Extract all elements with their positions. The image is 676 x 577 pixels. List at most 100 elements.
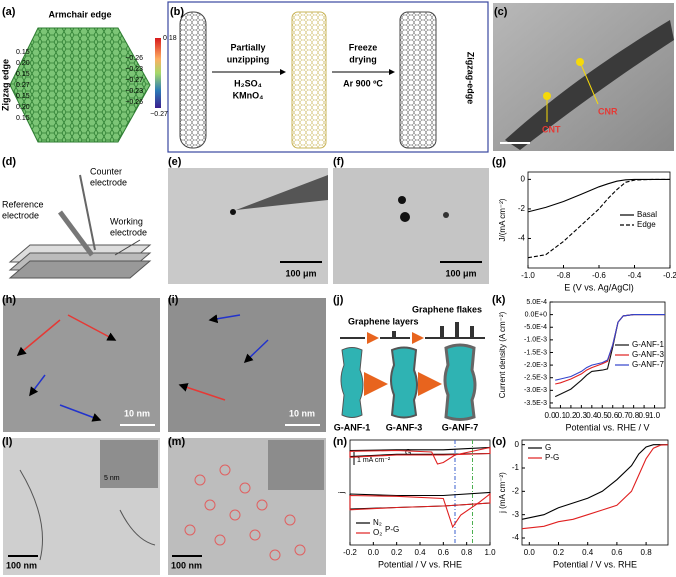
scale-label: 5 nm xyxy=(104,475,120,482)
scale-label: 100 nm xyxy=(6,560,37,570)
scale-label: 10 nm xyxy=(124,408,150,418)
schematic-label: Graphene flakes xyxy=(412,304,482,314)
edge-value: −0.26 xyxy=(125,99,143,106)
chart-annotation: P-G xyxy=(385,525,399,534)
x-tick-label: 1.0 xyxy=(484,548,496,557)
probe xyxy=(236,175,328,210)
arrow xyxy=(243,339,269,364)
legend-label: Basal xyxy=(637,210,657,219)
panel-frame xyxy=(167,1,489,153)
panel-letter: (h) xyxy=(2,294,16,306)
sheet-edge xyxy=(19,469,156,561)
arrow xyxy=(208,314,241,324)
image-label: CNR xyxy=(598,106,618,116)
y-tick-label: -1.0E-3 xyxy=(524,337,547,344)
y-tick-label: -5.0E-4 xyxy=(524,324,547,331)
x-tick-label: 0.9 xyxy=(639,411,651,420)
electrode-setup xyxy=(8,174,152,279)
bubble xyxy=(400,212,410,222)
y-tick-label: -3 xyxy=(512,510,520,519)
plot-frame xyxy=(549,301,666,409)
x-tick-label: -0.2 xyxy=(343,548,357,557)
x-tick-label: 0.4 xyxy=(586,411,598,420)
inset-image xyxy=(100,440,158,488)
legend-label: Edge xyxy=(637,220,656,229)
x-tick-label: 0.5 xyxy=(597,411,609,420)
x-tick-label: 0.2 xyxy=(553,548,565,557)
edge-value: −0.27 xyxy=(125,77,143,84)
y-tick-label: -2 xyxy=(518,204,526,213)
edge-value: 0.20 xyxy=(16,104,30,111)
step-label: Freeze xyxy=(349,42,378,52)
step-label: unzipping xyxy=(227,54,270,64)
colorbar-label: 0.18 xyxy=(163,35,177,42)
legend-label: P-G xyxy=(545,453,559,462)
x-tick-label: 1.0 xyxy=(649,411,661,420)
x-tick-label: 0.0 xyxy=(368,548,380,557)
x-tick-label: 0.2 xyxy=(391,548,403,557)
reagent: H₂SO₄ xyxy=(234,78,262,88)
arrow xyxy=(67,314,117,341)
data-line xyxy=(349,492,491,529)
y-tick-label: -4 xyxy=(518,234,526,243)
micrograph xyxy=(333,168,489,284)
y-tick-label: -1.5E-3 xyxy=(524,349,547,356)
scale-label: 100 nm xyxy=(171,560,202,570)
panel-letter: (g) xyxy=(492,156,506,168)
y-axis-label: j (mA cm⁻²) xyxy=(498,472,507,514)
edge-value: −0.26 xyxy=(125,55,143,62)
edge-value: 0.20 xyxy=(16,60,30,67)
panel-letter: (c) xyxy=(494,6,508,18)
condition: Ar 900 ºC xyxy=(343,78,383,88)
panel-letter: (o) xyxy=(492,436,506,448)
edge-value: 0.27 xyxy=(16,82,30,89)
y-tick-label: 0.0E+0 xyxy=(525,311,547,318)
y-axis-label: j xyxy=(337,491,346,494)
x-axis-label: E (V vs. Ag/AgCl) xyxy=(564,282,634,292)
spot xyxy=(443,212,449,218)
arrow xyxy=(178,383,226,401)
x-axis-label: Potential / V vs. RHE xyxy=(378,559,462,569)
x-tick-label: 0.3 xyxy=(576,411,588,420)
y-axis-label: Current density (A cm⁻²) xyxy=(498,311,507,398)
edge-label: Zigzag edge xyxy=(0,59,10,111)
arrow xyxy=(59,404,102,422)
panel-letter: (m) xyxy=(168,436,185,448)
scale-label: 100 μm xyxy=(285,268,316,278)
legend-label: G-ANF-1 xyxy=(632,340,665,349)
edge-label: Armchair edge xyxy=(48,9,111,19)
nanotube xyxy=(179,11,207,149)
arrow xyxy=(16,319,61,356)
chart-annotation: G xyxy=(405,448,411,457)
y-tick-label: -2.0E-3 xyxy=(524,362,547,369)
data-line xyxy=(521,444,669,530)
x-tick-label: 0.8 xyxy=(461,548,473,557)
legend-label: G-ANF-7 xyxy=(632,360,665,369)
panel-letter: (d) xyxy=(2,156,16,168)
unzipped-tube xyxy=(291,11,327,149)
sample-label: G-ANF-3 xyxy=(386,422,423,432)
x-tick-label: 0.7 xyxy=(618,411,630,420)
x-tick-label: 0.8 xyxy=(628,411,640,420)
panel-letter: (l) xyxy=(2,436,13,448)
step-label: Partially xyxy=(230,42,265,52)
edge-value: −0.23 xyxy=(125,88,143,95)
edge-value: 0.15 xyxy=(16,115,30,122)
chart-annotation: 1 mA cm⁻² xyxy=(357,457,391,464)
x-tick-label: -0.2 xyxy=(663,271,676,280)
electrode-label: Counter xyxy=(90,166,122,176)
edge-values: 0.15 0.20 0.15 0.27 0.15 0.20 0.15 −0.26 −0.23 −0… xyxy=(16,49,143,122)
y-tick-label: -3.5E-3 xyxy=(524,400,547,407)
x-tick-label: -1.0 xyxy=(521,271,535,280)
sample-label: G-ANF-1 xyxy=(334,422,371,432)
edge-value: 0.15 xyxy=(16,93,30,100)
electrode-label: Reference xyxy=(2,199,44,209)
electrode-label: electrode xyxy=(110,227,147,237)
data-line xyxy=(527,178,670,259)
legend-label: G xyxy=(545,443,551,452)
data-line xyxy=(349,446,491,465)
y-tick-label: -2.5E-3 xyxy=(524,375,547,382)
x-tick-label: 0.0 xyxy=(544,411,556,420)
x-axis-label: Potential vs. RHE / V xyxy=(565,422,649,432)
